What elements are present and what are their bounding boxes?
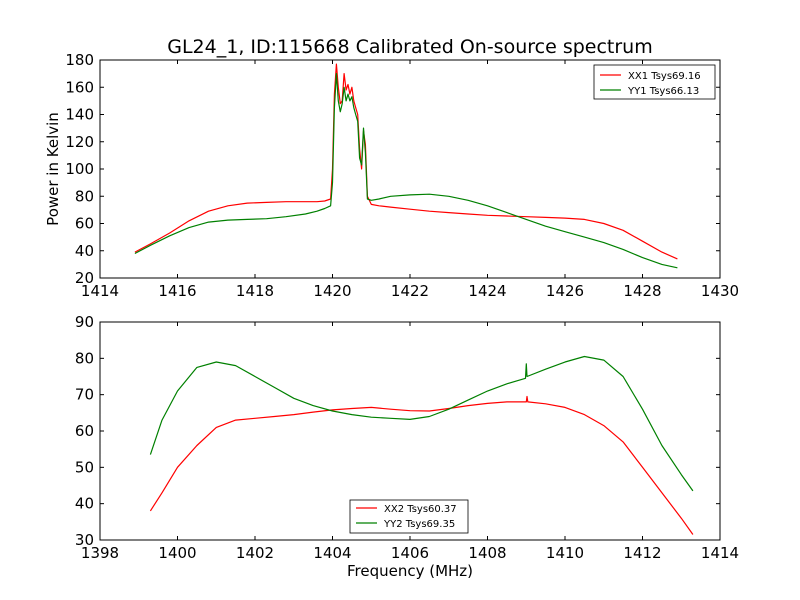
top-xtick-label-5: 1424: [468, 282, 506, 300]
bottom-legend-label-yy2: YY2 Tsys69.35: [383, 519, 455, 530]
bot-ytick-label-4: 70: [75, 386, 94, 404]
bottom-legend-label-xx2: XX2 Tsys60.37: [384, 504, 457, 515]
bottom-chart-series-group: [149, 355, 694, 535]
top-series-line-1: [134, 72, 678, 269]
bot-xtick-label-5: 1408: [468, 544, 506, 562]
bot-xtick-label-6: 1410: [546, 544, 584, 562]
top-legend-box: [593, 64, 716, 100]
top-xtick-label-0: 1414: [81, 282, 119, 300]
top-xtick-label-7: 1428: [623, 282, 661, 300]
bot-xtick-label-4: 1406: [391, 544, 429, 562]
bot-series-line-1: [149, 355, 694, 492]
top-chart-x-axis: 1414 1416 1418 1420 1422 1424 1426 1428 1430: [81, 60, 739, 300]
top-xtick-label-6: 1426: [546, 282, 584, 300]
bot-ytick-label-0: 30: [75, 531, 94, 549]
bot-xtick-label-7: 1412: [623, 544, 661, 562]
bottom-chart: 1398 1400 1402 1404 1406 1408 1410 1412 1414 30 4…: [75, 313, 739, 580]
bot-ytick-label-2: 50: [75, 458, 94, 476]
top-ytick-label-7: 160: [65, 78, 94, 96]
bot-xtick-label-0: 1398: [81, 544, 119, 562]
top-chart: GL24_1, ID:115668 Calibrated On-source s…: [44, 36, 739, 300]
top-chart-y-axis: 20 40 60 80 100 120 140 160 180: [65, 51, 720, 287]
top-xtick-label-1: 1416: [158, 282, 196, 300]
top-xtick-label-2: 1418: [236, 282, 274, 300]
top-ytick-label-5: 120: [65, 133, 94, 151]
top-ytick-label-3: 80: [75, 187, 94, 205]
top-xtick-label-8: 1430: [701, 282, 739, 300]
top-ytick-label-6: 140: [65, 106, 94, 124]
top-ytick-label-8: 180: [65, 51, 94, 69]
bot-xtick-label-3: 1404: [313, 544, 351, 562]
top-chart-legend: XX1 Tsys69.16 YY1 Tsys66.13: [593, 64, 716, 100]
bottom-chart-legend: XX2 Tsys60.37 YY2 Tsys69.35: [349, 499, 469, 534]
bottom-legend-box: [349, 499, 469, 534]
bot-ytick-label-1: 40: [75, 495, 94, 513]
bot-xtick-label-8: 1414: [701, 544, 739, 562]
bot-xtick-label-1: 1400: [158, 544, 196, 562]
top-chart-title: GL24_1, ID:115668 Calibrated On-source s…: [167, 36, 652, 58]
top-xtick-label-3: 1420: [313, 282, 351, 300]
top-legend-label-yy1: YY1 Tsys66.13: [627, 86, 699, 97]
bot-ytick-label-5: 80: [75, 349, 94, 367]
top-ytick-label-2: 60: [75, 215, 94, 233]
top-series-line-0: [134, 63, 678, 260]
bottom-chart-y-axis: 30 40 50 60 70 80 90: [75, 313, 720, 549]
bot-ytick-label-3: 60: [75, 422, 94, 440]
top-legend-label-xx1: XX1 Tsys69.16: [628, 71, 701, 82]
top-xtick-label-4: 1422: [391, 282, 429, 300]
bottom-chart-xlabel: Frequency (MHz): [347, 562, 473, 580]
top-chart-ylabel: Power in Kelvin: [44, 112, 62, 226]
bot-series-line-0: [149, 395, 694, 535]
bottom-chart-x-axis: 1398 1400 1402 1404 1406 1408 1410 1412 1414: [81, 322, 739, 562]
top-chart-series-group: [134, 63, 678, 269]
bot-xtick-label-2: 1402: [236, 544, 274, 562]
bot-ytick-label-6: 90: [75, 313, 94, 331]
top-ytick-label-0: 20: [75, 269, 94, 287]
top-ytick-label-4: 100: [65, 160, 94, 178]
top-ytick-label-1: 40: [75, 242, 94, 260]
